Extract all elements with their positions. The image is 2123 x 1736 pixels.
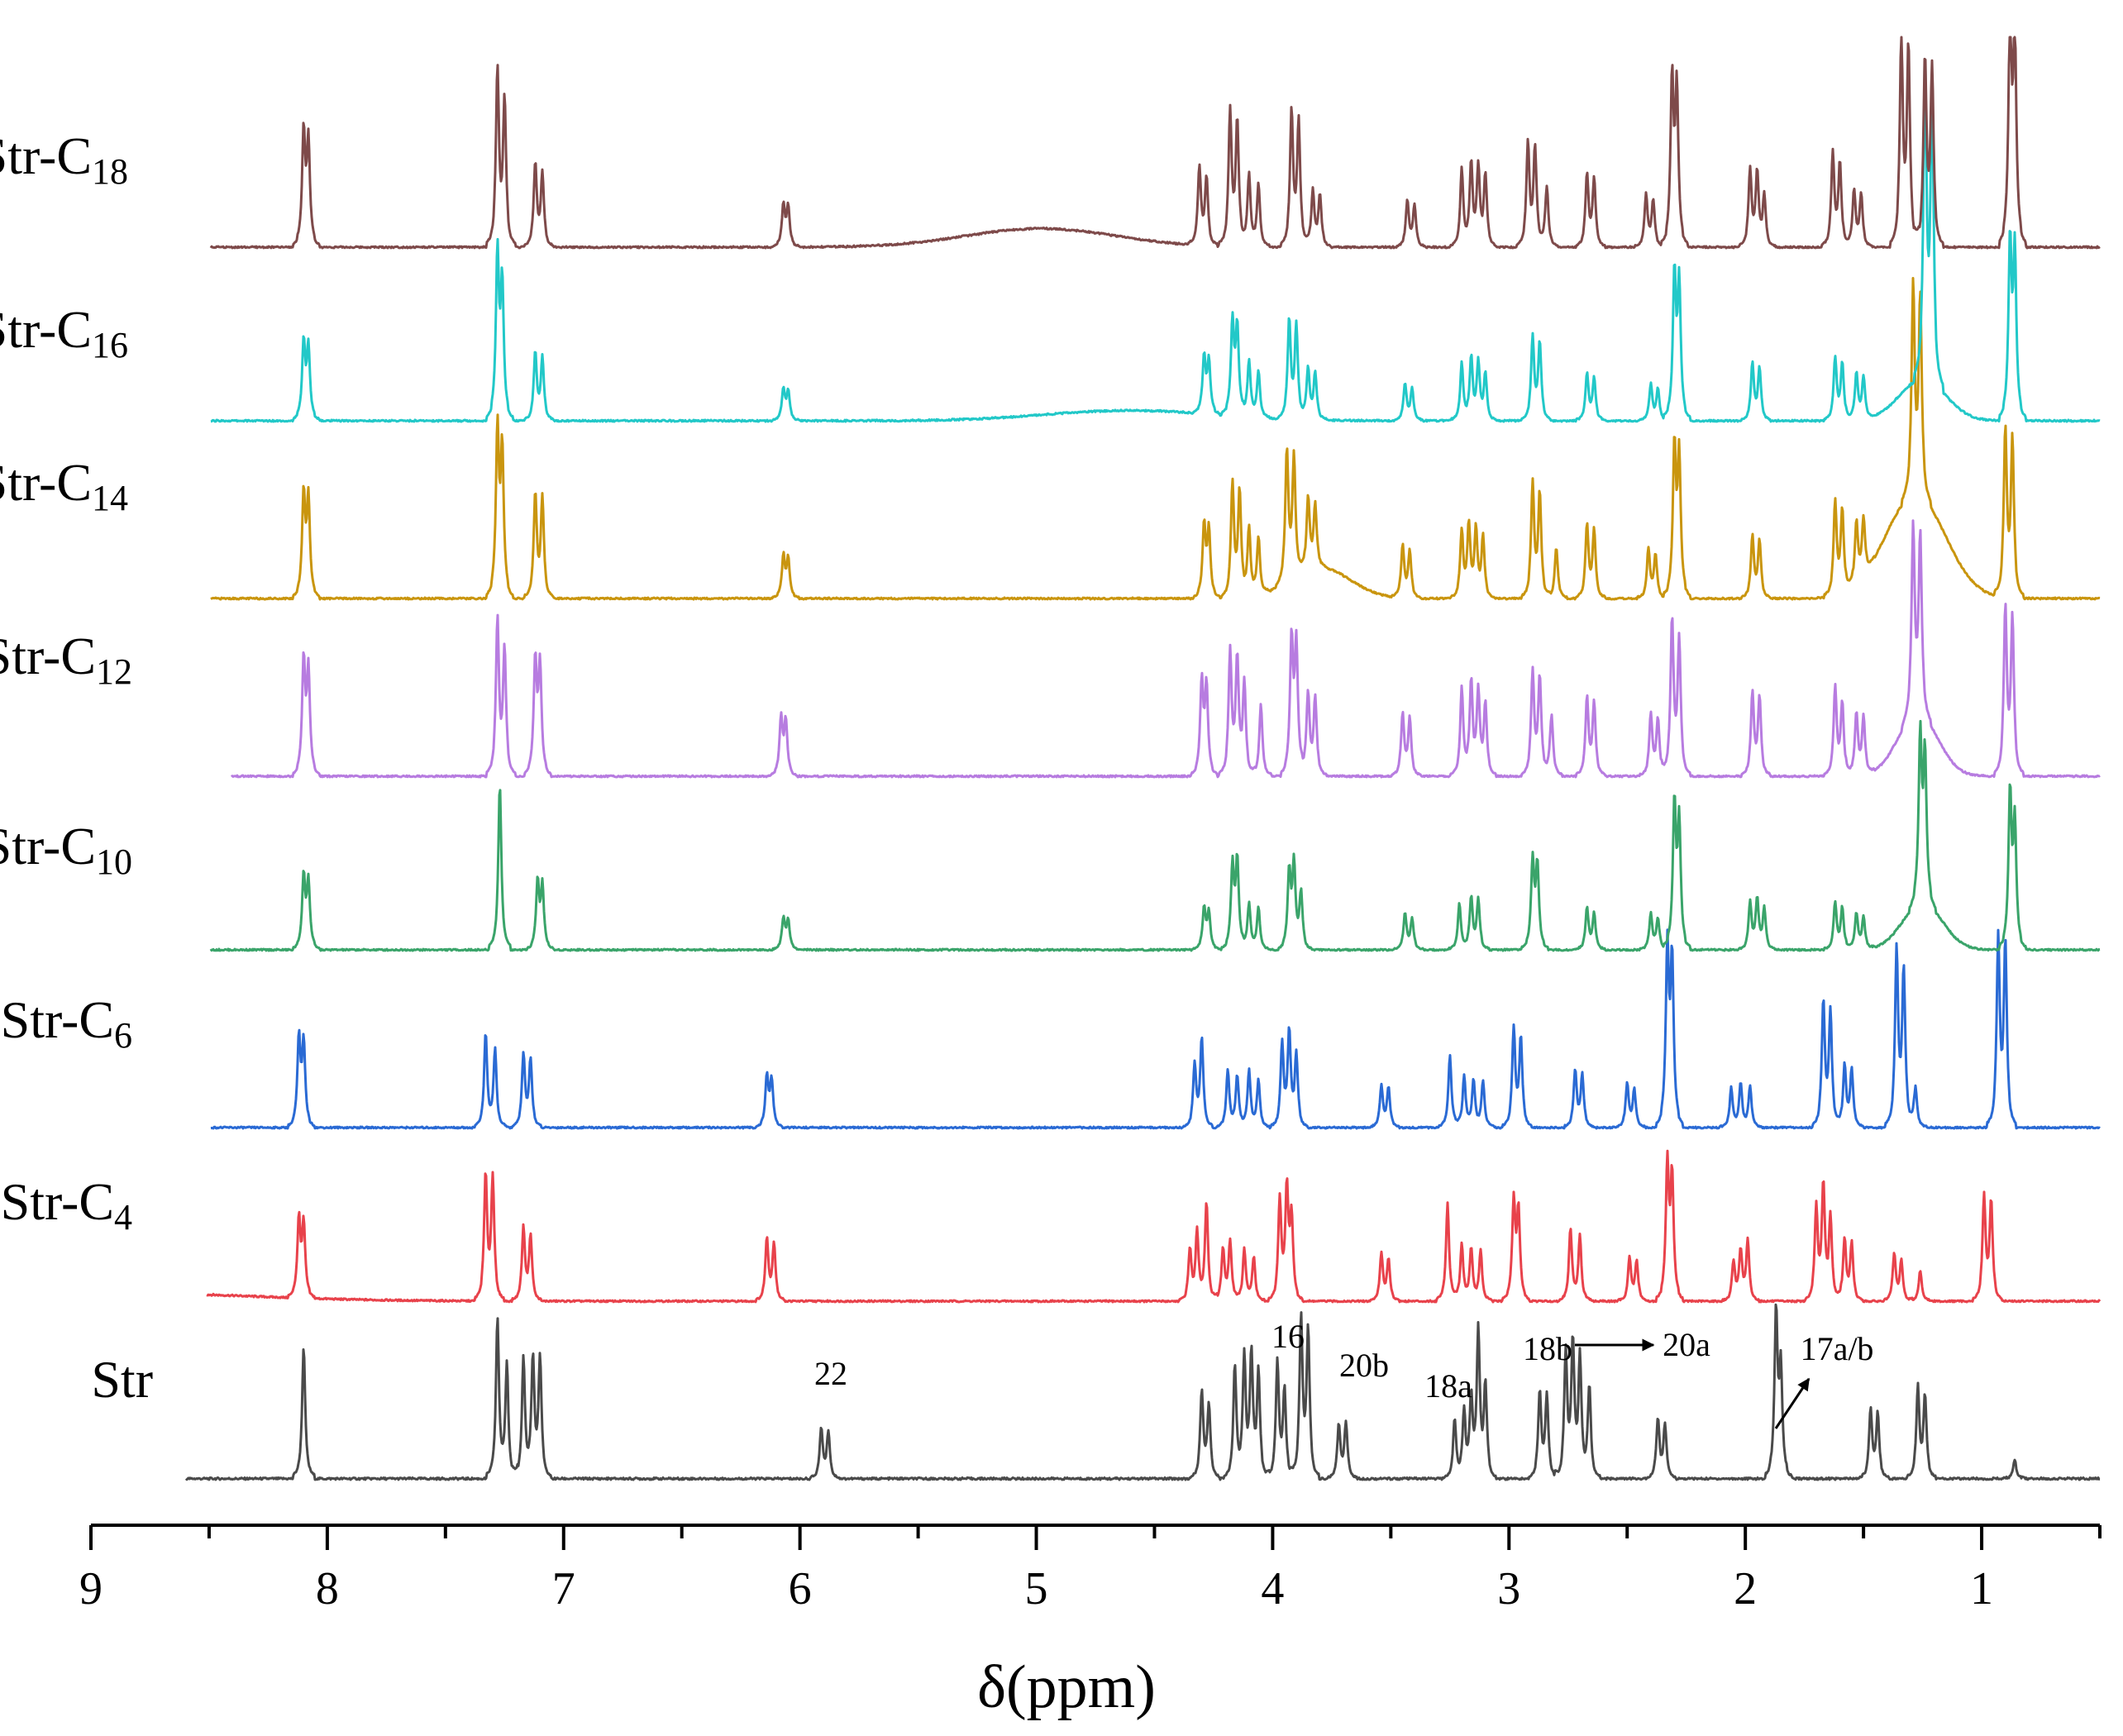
annotation-6: 17a/b <box>1801 1330 1874 1367</box>
arrow-17ab <box>1774 1377 1811 1429</box>
series-label-c10: Str-C10 <box>0 817 132 882</box>
annotation-1: 16 <box>1271 1318 1305 1355</box>
spectrum-str <box>184 1303 2101 1481</box>
x-tick-label: 7 <box>552 1563 575 1614</box>
x-tick-label: 1 <box>1970 1563 1993 1614</box>
series-label-c14: Str-C14 <box>0 453 128 518</box>
series-label-c12: Str-C12 <box>0 627 132 692</box>
series-label-c16: Str-C16 <box>0 300 128 365</box>
x-tick-label: 4 <box>1261 1563 1284 1614</box>
annotation-3: 18a <box>1424 1367 1472 1405</box>
spectrum-c14 <box>210 277 2101 601</box>
annotation-2: 20b <box>1339 1347 1389 1384</box>
x-tick-label: 9 <box>79 1563 103 1614</box>
series-label-c18: Str-C18 <box>0 126 128 192</box>
spectra-group <box>184 36 2102 1481</box>
annotation-4: 18b <box>1523 1330 1572 1367</box>
peak-annotations: 22 16 20b 18a 18b 20a 17a/b <box>814 1318 1874 1429</box>
x-tick-label: 3 <box>1497 1563 1520 1614</box>
annotation-5: 20a <box>1663 1326 1710 1363</box>
x-tick-label: 5 <box>1025 1563 1048 1614</box>
spectrum-c18 <box>209 36 2101 250</box>
series-label-c6: Str-C6 <box>1 990 132 1056</box>
x-tick-label: 2 <box>1734 1563 1757 1614</box>
spectrum-c4 <box>206 1149 2102 1304</box>
x-tick-label: 8 <box>316 1563 339 1614</box>
series-label-c4: Str-C4 <box>1 1172 132 1238</box>
x-axis-title: δ(ppm) <box>977 1653 1156 1721</box>
x-axis: 9 8 7 6 5 4 3 2 1 <box>79 1524 2102 1614</box>
spectrum-c6 <box>210 928 2101 1130</box>
spectrum-c16 <box>210 64 2101 423</box>
spectrum-c10 <box>209 719 2101 952</box>
series-label-str: Str <box>91 1350 153 1409</box>
spectrum-c12 <box>230 519 2101 779</box>
x-tick-label: 6 <box>789 1563 812 1614</box>
annotation-0: 22 <box>814 1355 847 1392</box>
series-labels: Str Str-C4 Str-C6 Str-C10 Str-C12 Str-C14 Str-… <box>0 126 153 1409</box>
